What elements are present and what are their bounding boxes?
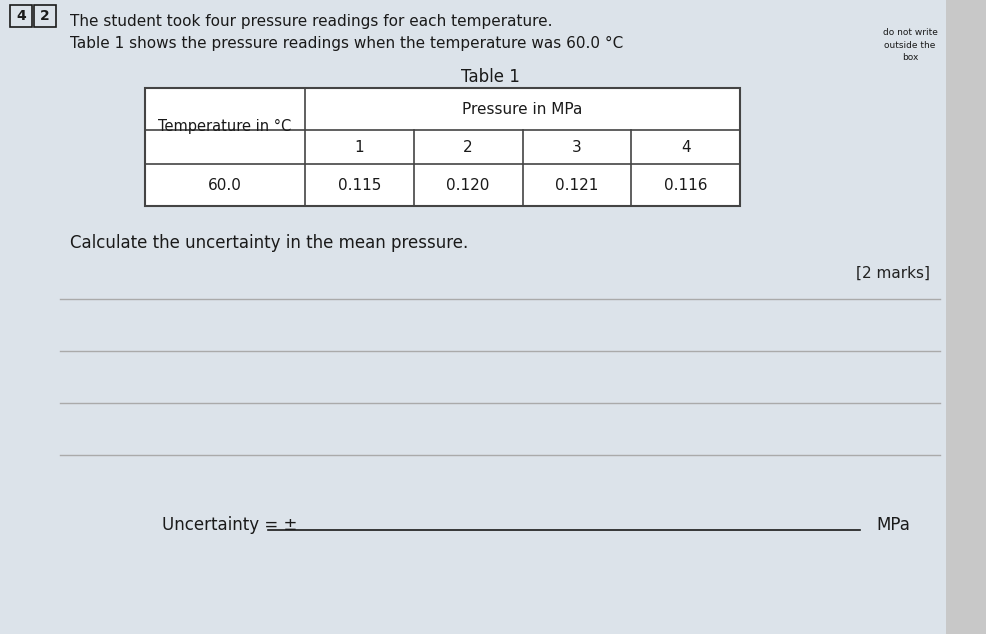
Text: Temperature in °C: Temperature in °C <box>159 119 292 134</box>
Text: The student took four pressure readings for each temperature.: The student took four pressure readings … <box>70 14 552 29</box>
Text: 4: 4 <box>680 139 690 155</box>
Text: MPa: MPa <box>876 516 910 534</box>
Text: Table 1 shows the pressure readings when the temperature was 60.0 °C: Table 1 shows the pressure readings when… <box>70 36 623 51</box>
Text: 0.115: 0.115 <box>337 178 381 193</box>
Text: Calculate the uncertainty in the mean pressure.: Calculate the uncertainty in the mean pr… <box>70 234 468 252</box>
Text: 60.0: 60.0 <box>208 178 242 193</box>
Text: 3: 3 <box>572 139 582 155</box>
Text: do not write
outside the
box: do not write outside the box <box>882 28 938 62</box>
Text: 2: 2 <box>40 9 50 23</box>
Bar <box>145 88 740 206</box>
Text: Pressure in MPa: Pressure in MPa <box>462 101 583 117</box>
Text: 1: 1 <box>355 139 364 155</box>
Bar <box>946 0 986 634</box>
Text: [2 marks]: [2 marks] <box>856 266 930 281</box>
Text: 0.116: 0.116 <box>664 178 707 193</box>
Text: Uncertainty = ±: Uncertainty = ± <box>163 516 298 534</box>
Bar <box>145 88 740 206</box>
Text: 2: 2 <box>463 139 473 155</box>
Text: 0.120: 0.120 <box>447 178 490 193</box>
Text: Table 1: Table 1 <box>460 68 520 86</box>
Text: 0.121: 0.121 <box>555 178 599 193</box>
Text: 4: 4 <box>16 9 26 23</box>
